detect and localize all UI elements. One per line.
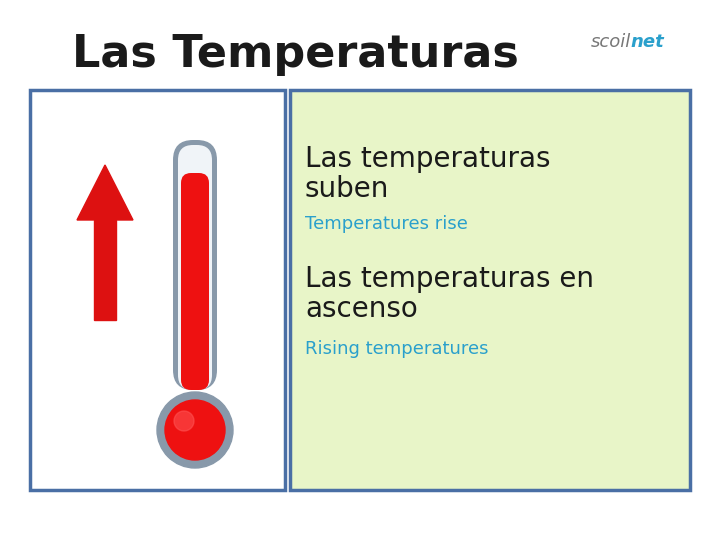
Text: scoil: scoil [591, 33, 631, 51]
Polygon shape [77, 165, 133, 220]
Text: Las temperaturas: Las temperaturas [305, 145, 551, 173]
FancyBboxPatch shape [178, 145, 212, 390]
Bar [30, 90, 285, 490]
Text: Las Temperaturas: Las Temperaturas [71, 33, 518, 77]
Text: suben: suben [305, 175, 390, 203]
Bar [94, 220, 116, 320]
Circle shape [165, 400, 225, 460]
FancyBboxPatch shape [173, 140, 217, 390]
FancyBboxPatch shape [181, 173, 209, 390]
Text: Las temperaturas en: Las temperaturas en [305, 265, 594, 293]
Bar [290, 90, 690, 490]
Circle shape [157, 392, 233, 468]
Circle shape [174, 411, 194, 431]
Text: Rising temperatures: Rising temperatures [305, 340, 488, 358]
Text: net: net [630, 33, 664, 51]
Text: ascenso: ascenso [305, 295, 418, 323]
Text: Temperatures rise: Temperatures rise [305, 215, 468, 233]
